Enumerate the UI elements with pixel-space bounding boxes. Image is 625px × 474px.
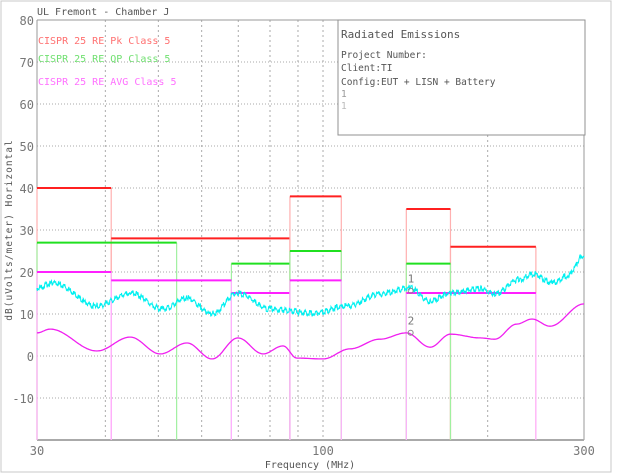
marker-point [407,287,414,294]
y-tick-label: 50 [20,140,34,154]
info-box [337,19,586,136]
info-line-1: Project Number: [341,50,427,61]
y-tick-label: 10 [20,308,34,322]
outer-frame [0,0,612,473]
limit-lines [36,187,537,440]
y-tick-label: 0 [27,350,34,364]
info-line-2: Client:TI [341,63,392,74]
x-tick-label: 300 [573,444,595,458]
peak-trace [36,254,585,318]
y-tick-label: 30 [20,224,34,238]
average-trace [36,303,585,360]
y-tick-label: 70 [20,56,34,70]
x-tick-label: 30 [30,444,44,458]
marker-label: 1 [408,273,415,286]
legend-pk: CISPR 25 RE Pk Class 5 [38,36,170,47]
markers: 12 [407,273,415,336]
y-tick-label: 40 [20,182,34,196]
x-axis-label: Frequency (MHz) [265,460,355,471]
chart-title: UL Fremont - Chamber J [37,7,169,18]
legend-qp: CISPR 25 RE QP Class 5 [38,54,170,65]
info-line-3: Config:EUT + LISN + Battery [341,77,496,88]
y-tick-label: 20 [20,266,34,280]
y-tick-label: -10 [12,392,34,406]
y-axis-label: dB(uVolts/meter) Horizontal [4,139,15,320]
marker-label: 2 [408,315,415,328]
y-tick-label: 60 [20,98,34,112]
x-tick-label: 100 [312,444,334,458]
traces [36,254,585,360]
info-line-4: 1 [341,89,347,100]
legend-avg: CISPR 25 RE AVG Class 5 [38,77,176,88]
marker-point [407,329,414,336]
y-tick-label: 80 [20,14,34,28]
info-title: Radiated Emissions [341,28,460,41]
info-line-5: 1 [341,101,347,112]
